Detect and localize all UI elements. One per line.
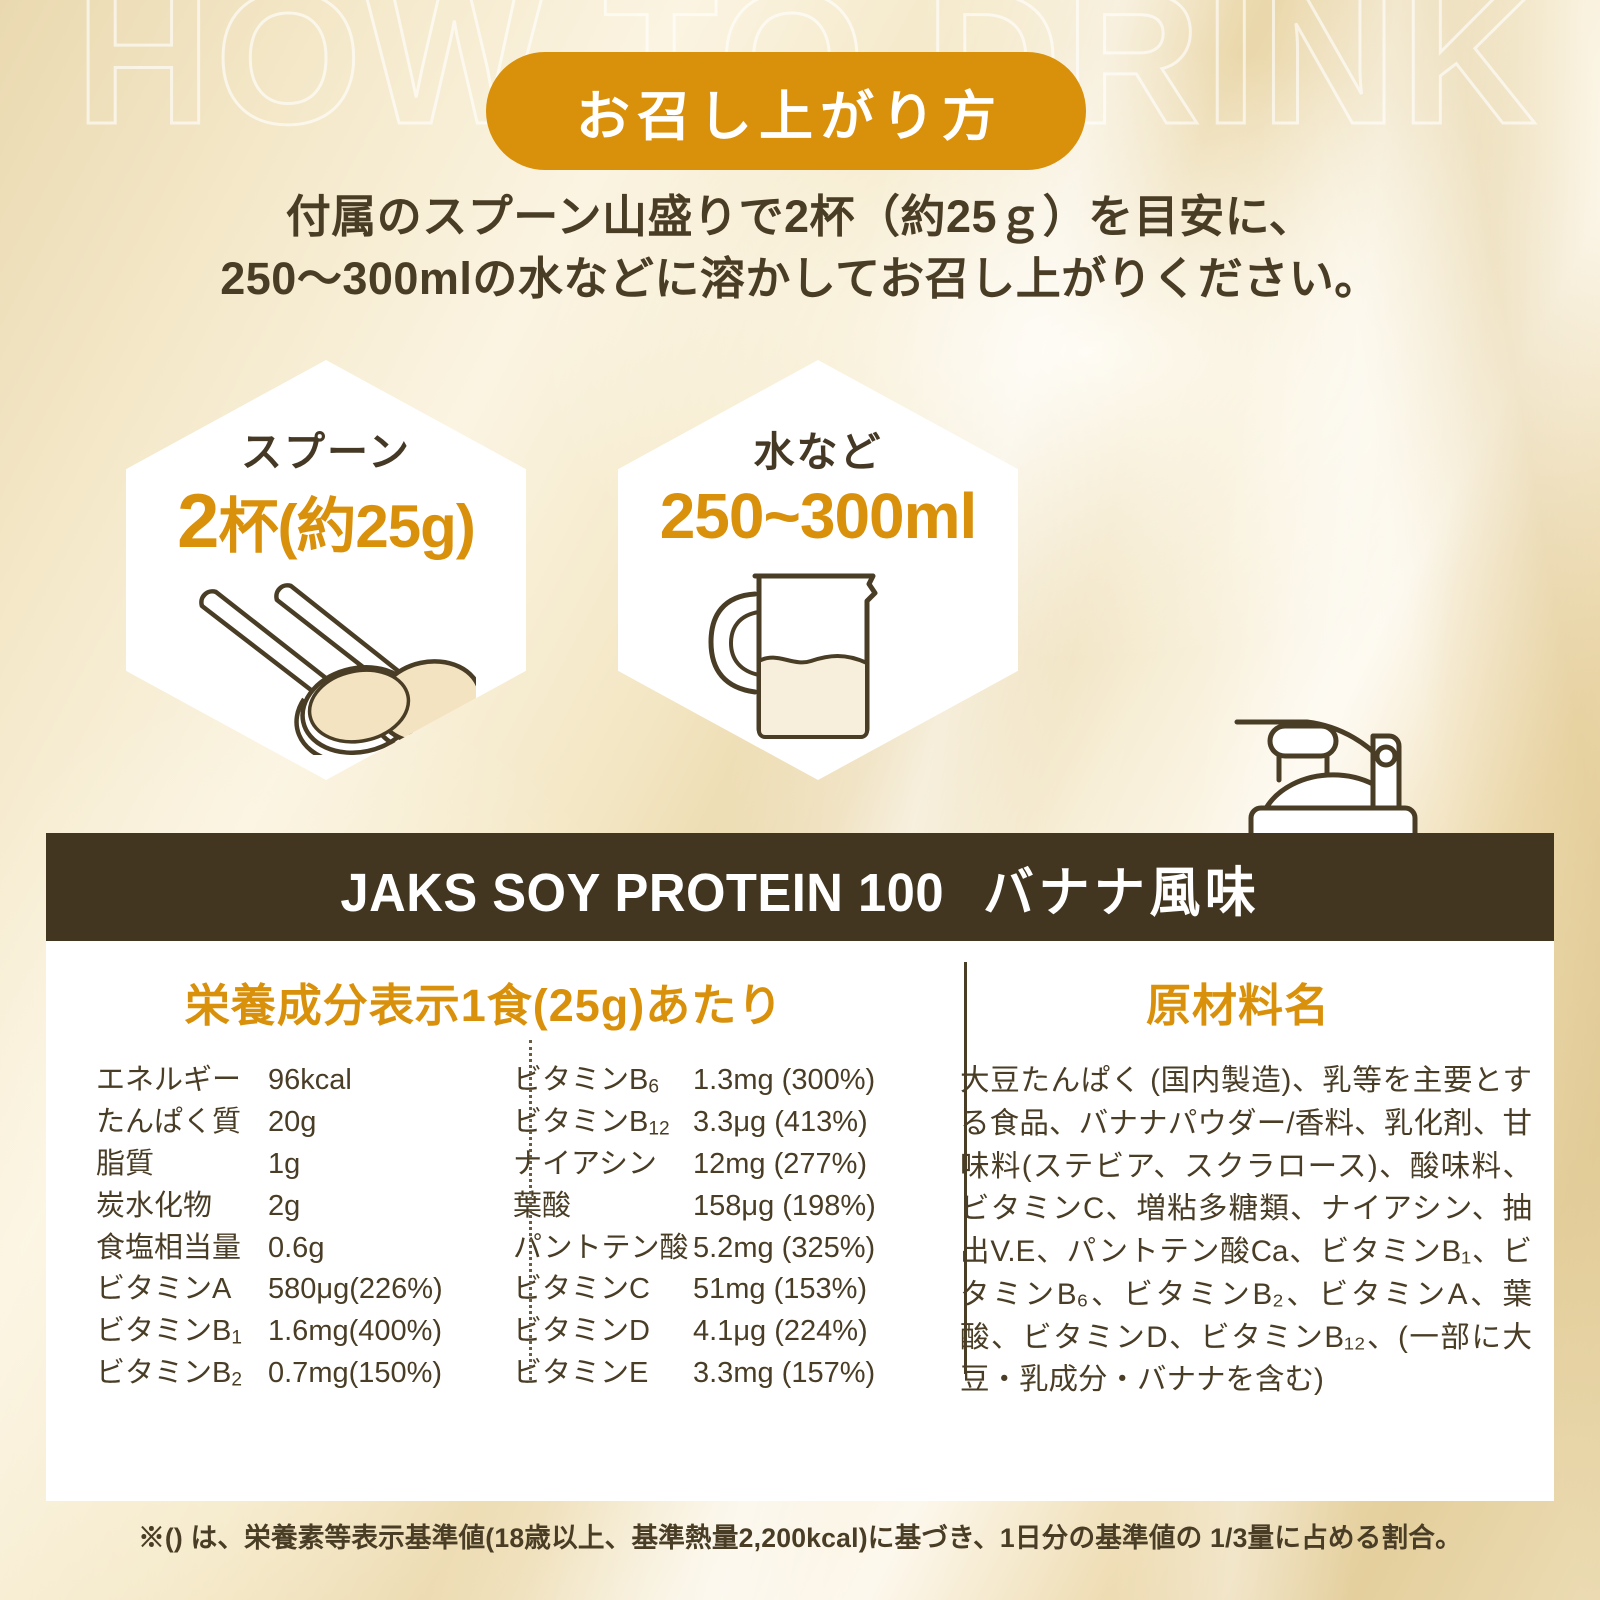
step-spoon-amount-number: 2	[177, 479, 219, 564]
nutrition-row-value: 1.6mg(400%)	[268, 1315, 443, 1348]
card-body: エネルギー 96kcal たんぱく質 20g 脂質 1g 炭水化物 2g 食塩相当量 0.6g ビタ…	[46, 962, 1554, 1402]
nutrition-row-value: 1g	[268, 1147, 301, 1180]
step-water-card: 水など 250~300ml	[618, 360, 1018, 780]
footnote: ※() は、栄養素等表示基準値(18歳以上、基準熱量2,200kcal)に基づき…	[138, 1523, 1462, 1553]
nutrition-row: 炭水化物 2g	[96, 1186, 481, 1228]
nutrition-row: ビタミンB2 0.7mg(150%)	[96, 1353, 481, 1395]
nutrition-row-value: 51mg (153%)	[693, 1273, 868, 1306]
nutrition-row-label: ナイアシン	[513, 1147, 657, 1180]
ingredients-block: 大豆たんぱく (国内製造)、乳等を主要とする食品、バナナパウダー/香料、乳化剤、…	[922, 1060, 1554, 1402]
nutrition-row-value: 580μg(226%)	[268, 1273, 443, 1306]
nutrition-row: たんぱく質 20g	[96, 1102, 481, 1144]
nutrition-row-value: 0.7mg(150%)	[268, 1357, 443, 1390]
nutrition-row-value: 0.6g	[268, 1231, 325, 1264]
product-flavor: バナナ風味	[982, 862, 1261, 923]
nutrition-row-label: パントテン酸	[513, 1231, 689, 1264]
nutrition-row: エネルギー 96kcal	[96, 1060, 481, 1102]
step-water-amount: 250~300ml	[659, 480, 978, 552]
nutrition-row-label-subscript: 1	[231, 1327, 242, 1349]
nutrition-row-label: 脂質	[96, 1147, 155, 1180]
nutrition-row: 食塩相当量 0.6g	[96, 1228, 481, 1270]
product-title: JAKS SOY PROTEIN 100 バナナ風味	[340, 848, 1260, 927]
nutrition-table: エネルギー 96kcal たんぱく質 20g 脂質 1g 炭水化物 2g 食塩相当量 0.6g ビタ…	[46, 1060, 922, 1402]
nutrition-row-value: 20g	[268, 1105, 317, 1138]
nutrition-row-value: 96kcal	[268, 1064, 352, 1096]
ingredients-heading: 原材料名	[1145, 980, 1330, 1031]
nutrition-row-value: 158μg (198%)	[693, 1189, 876, 1222]
nutrition-column-right: ビタミンB6 1.3mg (300%) ビタミンB12 3.3μg (413%) ナイア…	[481, 1060, 881, 1402]
nutrition-column-left: エネルギー 96kcal たんぱく質 20g 脂質 1g 炭水化物 2g 食塩相当量 0.6g ビタ…	[96, 1060, 481, 1402]
nutrition-row-label: エネルギー	[96, 1064, 242, 1096]
card-headings-row: 栄養成分表示1食(25g)あたり 原材料名	[46, 941, 1554, 1034]
nutrition-row-label-subscript: 6	[648, 1076, 659, 1098]
nutrition-row-label-subscript: 12	[648, 1118, 670, 1140]
nutrition-row: ビタミンB6 1.3mg (300%)	[513, 1060, 881, 1102]
nutrition-row-label: ビタミンA	[96, 1273, 232, 1306]
product-name: SOY PROTEIN 100	[491, 862, 944, 923]
measuring-jug-icon	[708, 573, 878, 739]
nutrition-row: 脂質 1g	[96, 1144, 481, 1186]
nutrition-row-label: ビタミンB12	[513, 1105, 670, 1140]
nutrition-row: ビタミンA 580μg(226%)	[96, 1269, 481, 1311]
nutrition-row-value: 1.3mg (300%)	[693, 1064, 876, 1096]
nutrition-row-value: 4.1μg (224%)	[693, 1315, 868, 1348]
product-brand: JAKS	[339, 862, 478, 923]
nutrition-row: ビタミンE 3.3mg (157%)	[513, 1353, 881, 1395]
nutrition-row-value: 2g	[268, 1189, 301, 1222]
nutrition-column-divider	[529, 1040, 532, 1380]
nutrition-row: ビタミンD 4.1μg (224%)	[513, 1311, 881, 1353]
step-spoon-amount-unit: 杯(約25g)	[218, 493, 475, 560]
product-title-bar: JAKS SOY PROTEIN 100 バナナ風味	[46, 833, 1554, 941]
nutrition-row-value: 3.3mg (157%)	[693, 1357, 876, 1390]
step-spoon-caption: スプーン	[241, 429, 411, 475]
instructions-line-1: 付属のスプーン山盛りで2杯（約25ｇ）を目安に、	[285, 191, 1315, 242]
nutrition-row-label: ビタミンC	[513, 1273, 650, 1306]
instructions-line-2: 250〜300mlの水などに溶かしてお召し上がりください。	[220, 253, 1380, 305]
nutrition-row: ナイアシン 12mg (277%)	[513, 1144, 881, 1186]
nutrition-row-label: ビタミンE	[513, 1357, 649, 1390]
nutrition-row-label: 葉酸	[513, 1189, 572, 1222]
nutrition-heading: 栄養成分表示1食(25g)あたり	[184, 980, 784, 1031]
nutrition-row-value: 3.3μg (413%)	[693, 1105, 868, 1138]
nutrition-row-label: たんぱく質	[96, 1105, 242, 1138]
nutrition-row-label: ビタミンB6	[513, 1064, 659, 1098]
section-title-pill: お召し上がり方	[486, 52, 1086, 170]
ingredients-divider	[964, 962, 967, 1374]
nutrition-card: 栄養成分表示1食(25g)あたり 原材料名 エネルギー 96kcal たんぱく質 20…	[46, 941, 1554, 1501]
section-title-label: お召し上がり方	[576, 86, 1003, 147]
nutrition-row-label: 食塩相当量	[96, 1231, 242, 1264]
nutrition-row-value: 12mg (277%)	[693, 1147, 868, 1180]
instructions-text: 付属のスプーン山盛りで2杯（約25ｇ）を目安に、 250〜300mlの水などに溶…	[0, 186, 1600, 310]
ingredients-text: 大豆たんぱく (国内製造)、乳等を主要とする食品、バナナパウダー/香料、乳化剤、…	[960, 1064, 1532, 1397]
nutrition-row: ビタミンB1 1.6mg(400%)	[96, 1311, 481, 1353]
usage-steps-row: スプーン 2杯(約25g) 水など 250~300ml	[0, 352, 1600, 1126]
step-spoon-card: スプーン 2杯(約25g)	[126, 360, 526, 780]
nutrition-row-label: 炭水化物	[96, 1189, 213, 1222]
nutrition-row-label: ビタミンB1	[96, 1315, 242, 1349]
nutrition-row-label: ビタミンD	[513, 1315, 650, 1348]
step-water-caption: 水など	[753, 429, 883, 475]
nutrition-row-label-subscript: 2	[231, 1369, 242, 1391]
nutrition-row-label: ビタミンB2	[96, 1357, 242, 1391]
nutrition-row: ビタミンB12 3.3μg (413%)	[513, 1102, 881, 1144]
nutrition-row: ビタミンC 51mg (153%)	[513, 1269, 881, 1311]
step-spoon-amount: 2杯(約25g)	[177, 484, 476, 560]
nutrition-row: 葉酸 158μg (198%)	[513, 1186, 881, 1228]
nutrition-row: パントテン酸 5.2mg (325%)	[513, 1228, 881, 1270]
measuring-spoons-icon	[199, 583, 476, 755]
nutrition-row-value: 5.2mg (325%)	[693, 1231, 876, 1264]
